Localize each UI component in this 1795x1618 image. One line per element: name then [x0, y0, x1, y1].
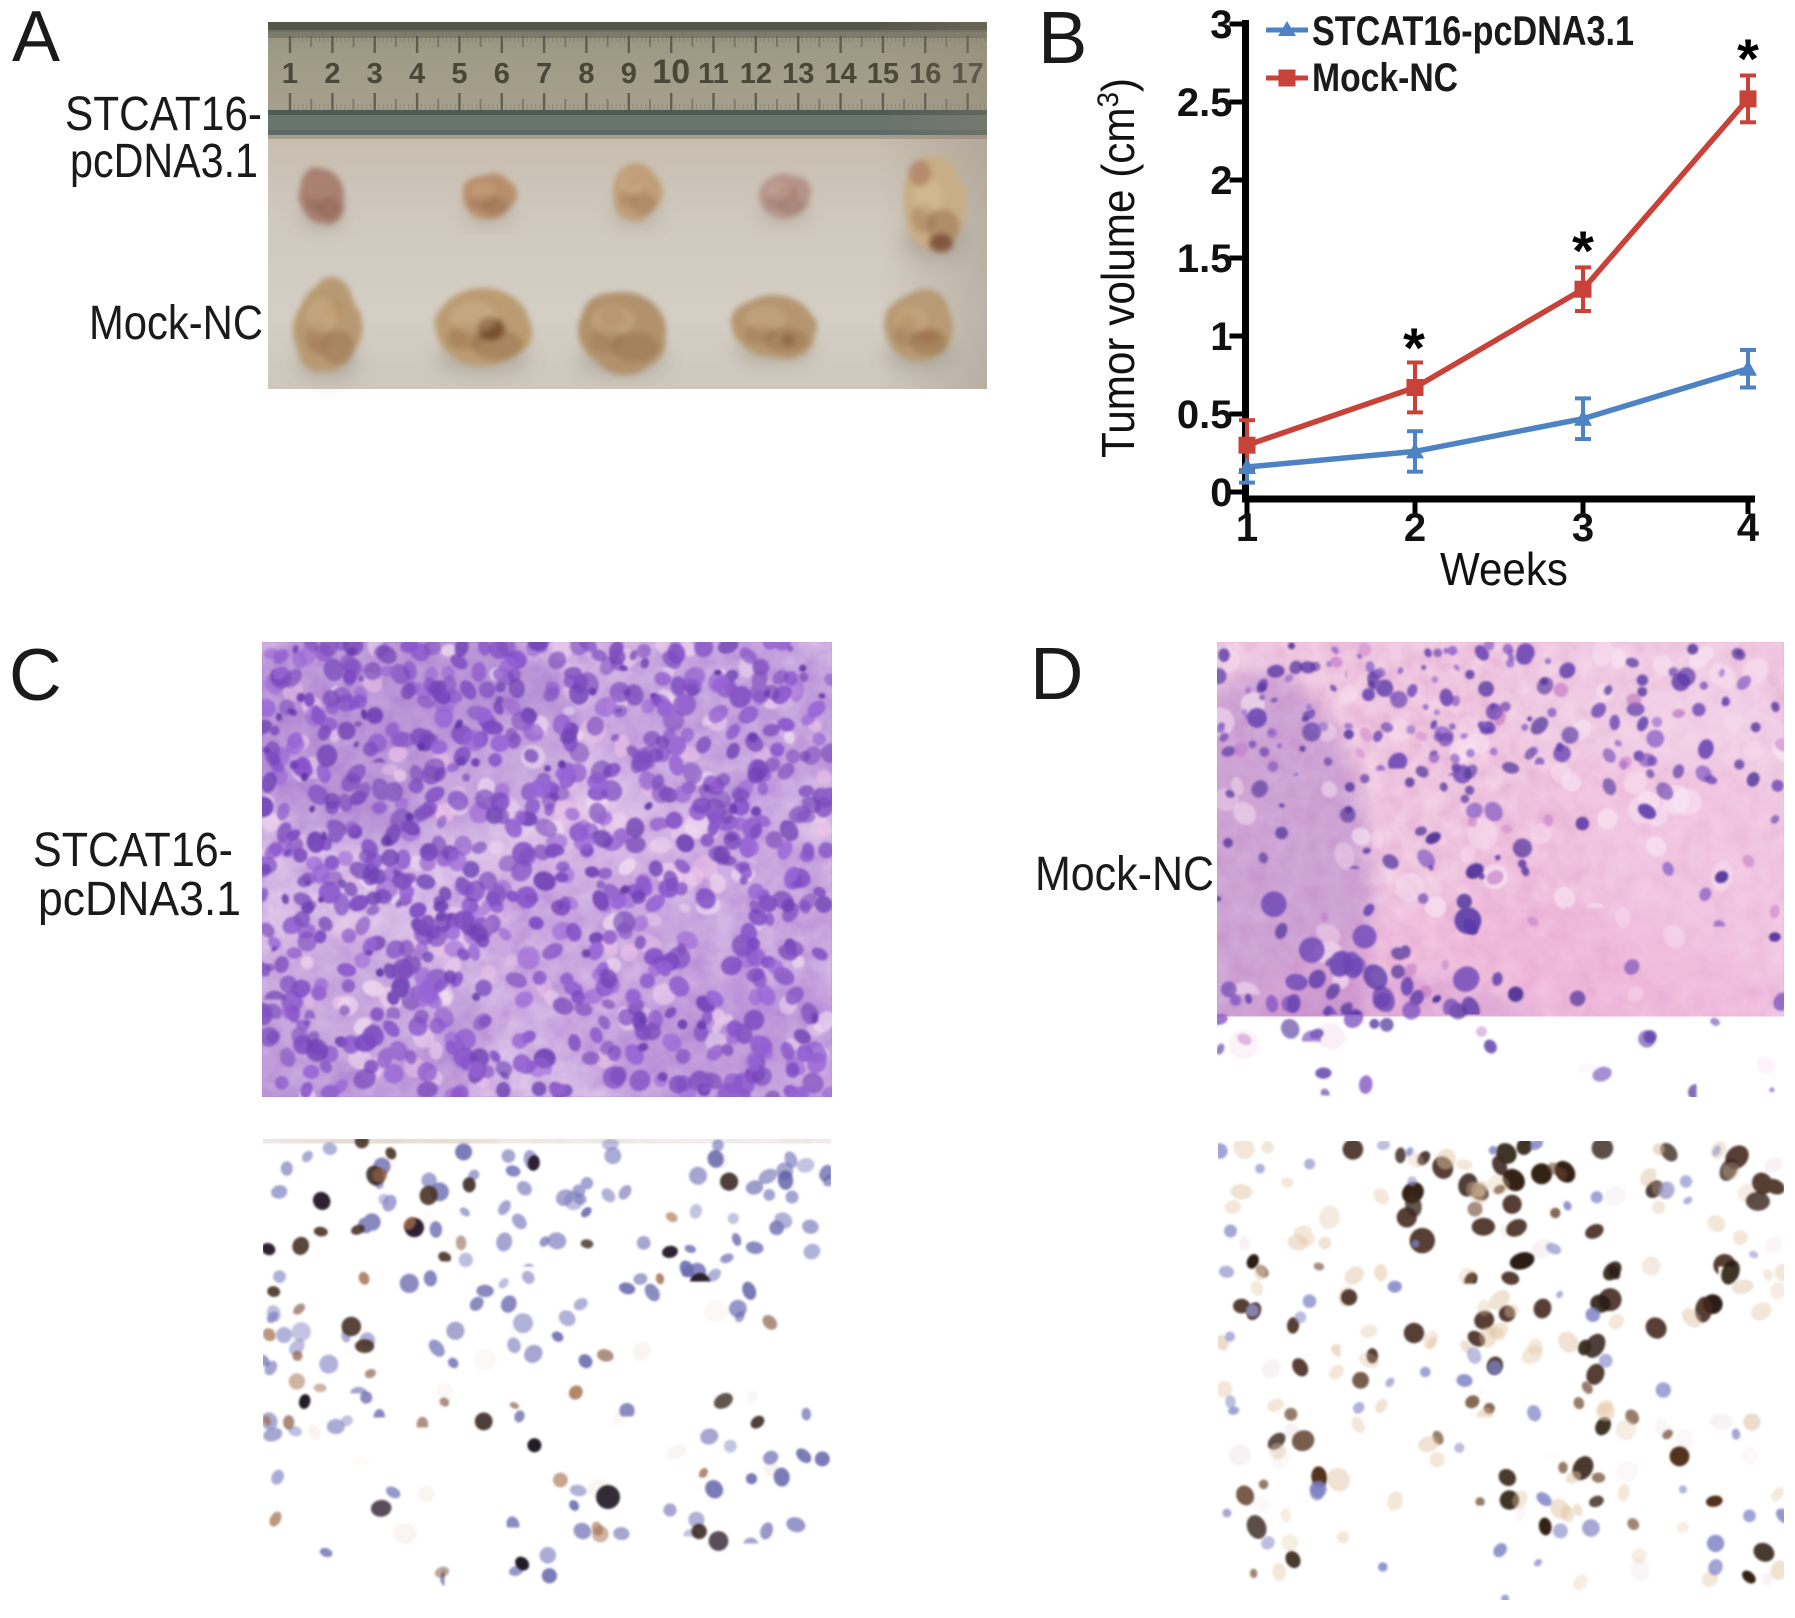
svg-text:Mock-NC: Mock-NC — [89, 297, 263, 350]
svg-text:1: 1 — [1236, 506, 1258, 550]
svg-text:0: 0 — [1210, 471, 1232, 515]
svg-text:STCAT16-pcDNA3.1: STCAT16-pcDNA3.1 — [1312, 7, 1634, 54]
svg-text:E: E — [9, 1130, 58, 1213]
svg-text:Tumor volume (cm3): Tumor volume (cm3) — [1092, 78, 1144, 458]
svg-text:STCAT16-: STCAT16- — [43, 1302, 243, 1355]
svg-text:Weeks: Weeks — [1440, 543, 1568, 595]
svg-text:2.5: 2.5 — [1177, 81, 1233, 125]
svg-text:pcDNA3.1: pcDNA3.1 — [70, 135, 258, 188]
svg-text:pcDNA3.1: pcDNA3.1 — [38, 873, 241, 926]
svg-text:Mock-NC: Mock-NC — [1035, 1335, 1215, 1388]
svg-text:D: D — [1030, 632, 1083, 715]
svg-text:1: 1 — [1210, 315, 1232, 359]
svg-text:2: 2 — [1404, 506, 1426, 550]
svg-text:Mock-NC: Mock-NC — [1035, 848, 1214, 901]
svg-text:B: B — [1038, 0, 1087, 79]
svg-text:C: C — [9, 635, 62, 716]
svg-text:*: * — [1572, 219, 1594, 282]
svg-text:Mock-NC: Mock-NC — [1312, 56, 1458, 100]
svg-text:STCAT16-: STCAT16- — [33, 824, 233, 877]
svg-text:F: F — [1038, 1132, 1082, 1212]
svg-text:A: A — [12, 0, 60, 77]
svg-text:3: 3 — [1572, 506, 1594, 550]
svg-text:*: * — [1737, 27, 1759, 90]
svg-text:2: 2 — [1210, 159, 1232, 203]
svg-text:STCAT16-: STCAT16- — [65, 88, 262, 141]
svg-text:*: * — [1403, 316, 1425, 379]
svg-text:pcDNA3.1: pcDNA3.1 — [48, 1359, 246, 1412]
svg-text:3: 3 — [1210, 3, 1232, 47]
svg-text:0.5: 0.5 — [1177, 393, 1233, 437]
svg-text:1.5: 1.5 — [1177, 237, 1233, 281]
svg-text:4: 4 — [1737, 506, 1760, 550]
